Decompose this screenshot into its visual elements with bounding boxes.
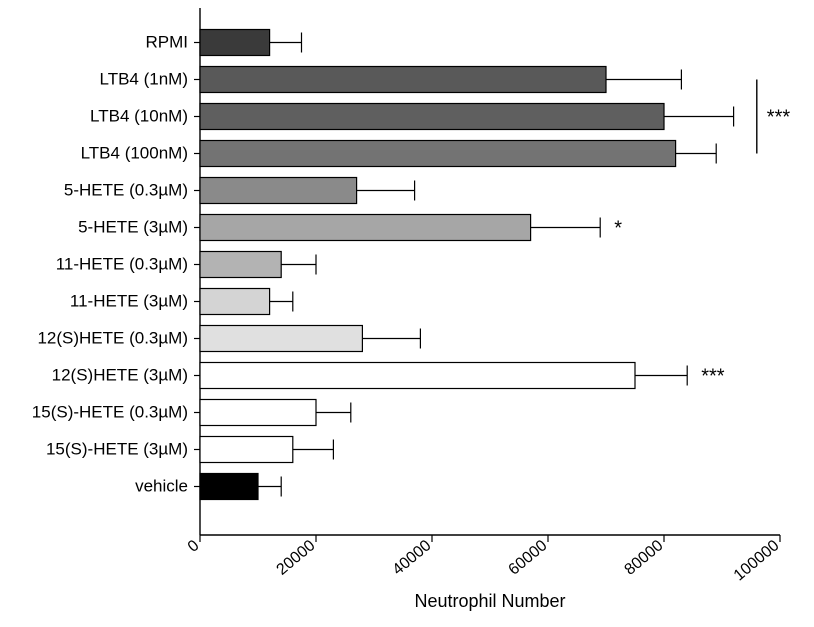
x-axis-label: Neutrophil Number (414, 591, 565, 611)
category-label: LTB4 (100nM) (81, 144, 188, 163)
sig-bracket-label: *** (767, 107, 791, 129)
significance-marker: * (614, 218, 622, 240)
bar (200, 252, 281, 278)
bar (200, 363, 635, 389)
bar (200, 104, 664, 130)
bar-chart-svg: 020000400006000080000100000Neutrophil Nu… (0, 0, 814, 627)
bar (200, 215, 531, 241)
category-label: 5-HETE (3µM) (78, 218, 188, 237)
category-label: 11-HETE (3µM) (70, 292, 188, 311)
significance-marker: *** (701, 366, 725, 388)
category-label: 11-HETE (0.3µM) (56, 255, 188, 274)
bar (200, 326, 362, 352)
bar (200, 141, 676, 167)
category-label: RPMI (146, 33, 189, 52)
category-label: 5-HETE (0.3µM) (64, 181, 188, 200)
category-label: vehicle (135, 477, 188, 496)
category-label: 15(S)-HETE (3µM) (46, 440, 188, 459)
category-label: LTB4 (10nM) (90, 107, 188, 126)
bar (200, 289, 270, 315)
bar (200, 400, 316, 426)
chart-container: 020000400006000080000100000Neutrophil Nu… (0, 0, 814, 627)
category-label: 12(S)HETE (3µM) (52, 366, 188, 385)
chart-bg (0, 0, 814, 627)
bar (200, 30, 270, 56)
bar (200, 474, 258, 500)
bar (200, 437, 293, 463)
bar (200, 178, 357, 204)
category-label: LTB4 (1nM) (100, 70, 189, 89)
category-label: 15(S)-HETE (0.3µM) (32, 403, 188, 422)
category-label: 12(S)HETE (0.3µM) (37, 329, 188, 348)
bar (200, 67, 606, 93)
